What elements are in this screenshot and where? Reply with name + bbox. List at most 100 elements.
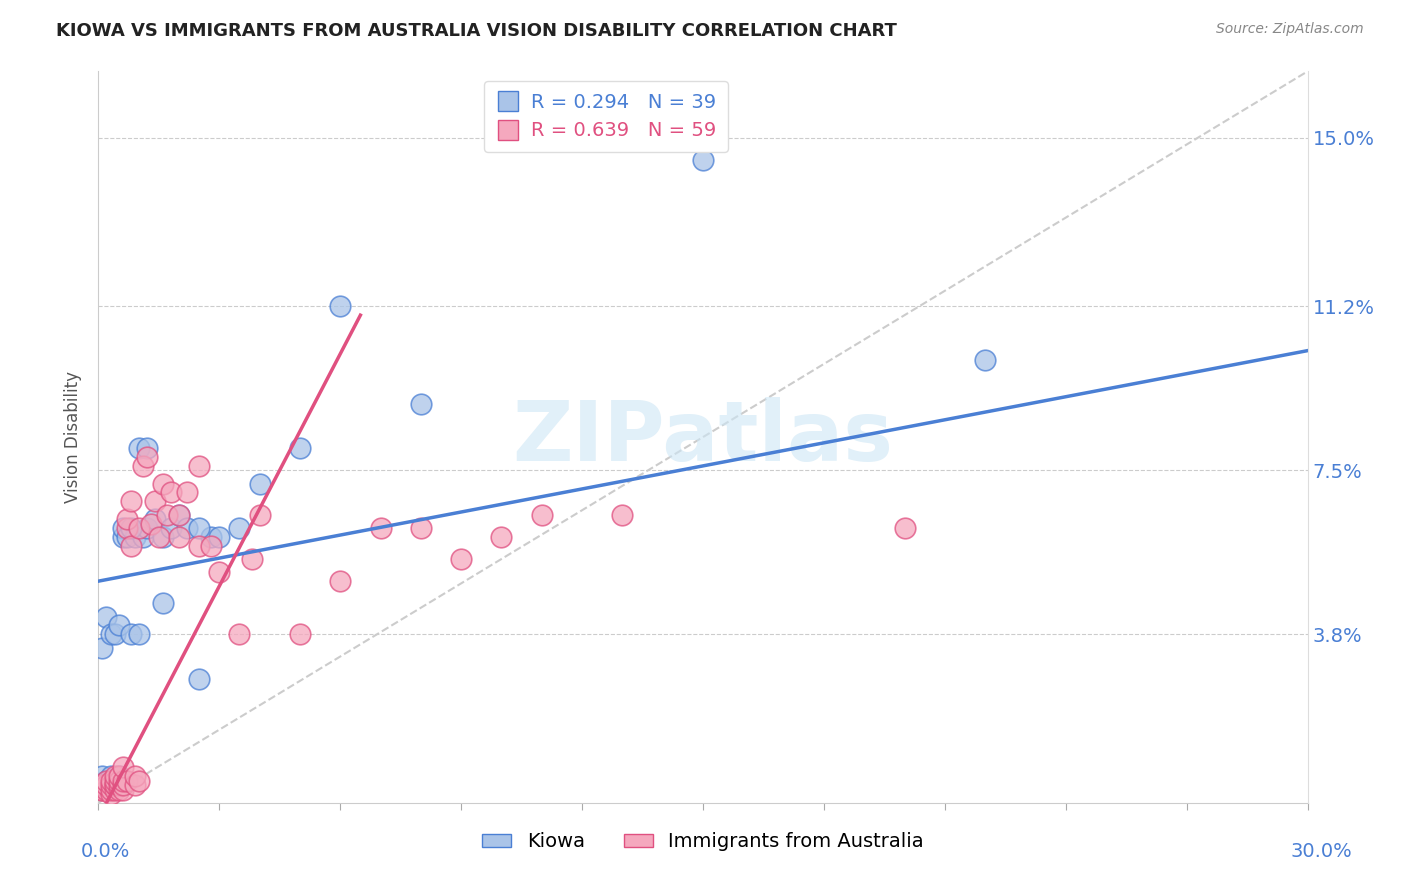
Point xyxy=(176,521,198,535)
Point xyxy=(111,782,134,797)
Point xyxy=(491,530,513,544)
Point xyxy=(100,769,122,783)
Point xyxy=(91,769,114,783)
Point xyxy=(111,521,134,535)
Point xyxy=(152,476,174,491)
Point xyxy=(135,521,157,535)
Point xyxy=(200,539,222,553)
Point xyxy=(107,773,129,788)
Point xyxy=(530,508,553,522)
Point xyxy=(188,521,211,535)
Point xyxy=(124,769,146,783)
Point xyxy=(409,397,432,411)
Point xyxy=(111,773,134,788)
Point xyxy=(160,521,183,535)
Point xyxy=(115,773,138,788)
Point xyxy=(120,627,142,641)
Point xyxy=(370,521,392,535)
Point xyxy=(96,778,118,792)
Point xyxy=(128,773,150,788)
Point xyxy=(96,773,118,788)
Text: Source: ZipAtlas.com: Source: ZipAtlas.com xyxy=(1216,22,1364,37)
Point xyxy=(132,530,155,544)
Point xyxy=(135,450,157,464)
Point xyxy=(329,574,352,589)
Point xyxy=(91,778,114,792)
Point xyxy=(120,539,142,553)
Point xyxy=(115,530,138,544)
Point xyxy=(974,352,997,367)
Text: 30.0%: 30.0% xyxy=(1291,842,1353,862)
Point xyxy=(115,512,138,526)
Point xyxy=(200,530,222,544)
Point xyxy=(152,596,174,610)
Point xyxy=(156,508,179,522)
Point xyxy=(107,778,129,792)
Point xyxy=(100,782,122,797)
Point xyxy=(208,566,231,580)
Point xyxy=(120,494,142,508)
Point xyxy=(128,521,150,535)
Point xyxy=(96,609,118,624)
Point xyxy=(120,521,142,535)
Point xyxy=(249,508,271,522)
Point xyxy=(148,530,170,544)
Point xyxy=(167,508,190,522)
Point xyxy=(107,782,129,797)
Point xyxy=(132,458,155,473)
Point xyxy=(107,618,129,632)
Point xyxy=(91,640,114,655)
Point xyxy=(128,627,150,641)
Point xyxy=(139,516,162,531)
Point xyxy=(96,782,118,797)
Point xyxy=(100,627,122,641)
Text: 0.0%: 0.0% xyxy=(80,842,131,862)
Point xyxy=(329,299,352,313)
Point xyxy=(228,521,250,535)
Point xyxy=(409,521,432,535)
Point xyxy=(96,773,118,788)
Point xyxy=(107,769,129,783)
Text: ZIPatlas: ZIPatlas xyxy=(513,397,893,477)
Point xyxy=(111,530,134,544)
Point xyxy=(103,773,125,788)
Text: KIOWA VS IMMIGRANTS FROM AUSTRALIA VISION DISABILITY CORRELATION CHART: KIOWA VS IMMIGRANTS FROM AUSTRALIA VISIO… xyxy=(56,22,897,40)
Point xyxy=(103,782,125,797)
Point xyxy=(91,782,114,797)
Legend: Kiowa, Immigrants from Australia: Kiowa, Immigrants from Australia xyxy=(474,824,932,859)
Point xyxy=(240,552,263,566)
Point xyxy=(124,778,146,792)
Point xyxy=(100,773,122,788)
Point xyxy=(103,769,125,783)
Point xyxy=(107,769,129,783)
Y-axis label: Vision Disability: Vision Disability xyxy=(65,371,83,503)
Point xyxy=(111,778,134,792)
Point xyxy=(135,441,157,455)
Point xyxy=(208,530,231,544)
Point xyxy=(612,508,634,522)
Point xyxy=(103,778,125,792)
Point xyxy=(188,539,211,553)
Point xyxy=(176,485,198,500)
Point xyxy=(288,441,311,455)
Point xyxy=(450,552,472,566)
Point xyxy=(152,530,174,544)
Point xyxy=(143,494,166,508)
Point xyxy=(103,627,125,641)
Point xyxy=(115,521,138,535)
Point xyxy=(111,760,134,774)
Point xyxy=(103,778,125,792)
Point xyxy=(103,773,125,788)
Point xyxy=(167,530,190,544)
Point xyxy=(143,512,166,526)
Point xyxy=(100,787,122,801)
Point xyxy=(188,672,211,686)
Point xyxy=(288,627,311,641)
Point xyxy=(128,441,150,455)
Point xyxy=(124,530,146,544)
Point xyxy=(228,627,250,641)
Point xyxy=(249,476,271,491)
Point xyxy=(893,521,915,535)
Point xyxy=(160,485,183,500)
Point xyxy=(188,458,211,473)
